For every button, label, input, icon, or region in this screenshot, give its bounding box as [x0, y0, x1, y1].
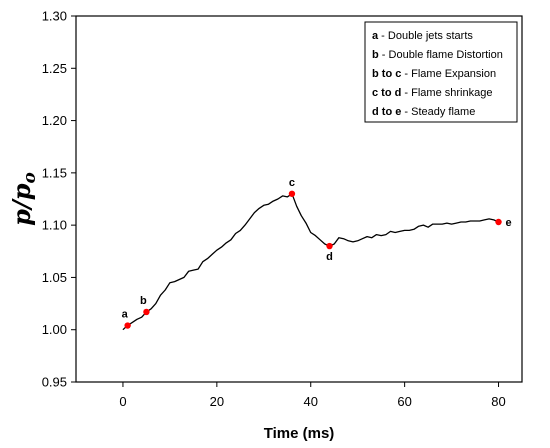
y-tick-label: 1.25: [42, 61, 67, 76]
legend-entry-text: - Double flame Distortion: [379, 49, 503, 61]
series-line: [122, 193, 499, 331]
x-axis-title: Time (ms): [264, 425, 335, 442]
point-e-marker: [495, 218, 502, 226]
legend-entry-text: - Flame Expansion: [401, 68, 496, 80]
point-e-label: e: [506, 217, 512, 229]
legend-entry-key: c to d: [372, 87, 401, 99]
x-tick-label: 60: [397, 394, 411, 409]
x-axis: 0 20 40 60 80: [119, 382, 506, 409]
legend-entry-key: b to c: [372, 68, 401, 80]
plot-frame: [75, 15, 523, 383]
series-layer: [122, 193, 499, 331]
y-tick-label: 1.05: [42, 270, 67, 285]
x-tick-label: 80: [491, 394, 505, 409]
point-b-marker: [143, 308, 150, 316]
x-tick-label: 20: [210, 394, 224, 409]
point-a-label: a: [122, 309, 129, 321]
y-tick-label: 1.00: [42, 322, 67, 337]
legend-entry-text: - Flame shrinkage: [401, 87, 492, 99]
legend-entry: c to d - Flame shrinkage: [372, 87, 492, 99]
legend-box: [364, 21, 518, 123]
y-tick-label: 1.10: [42, 218, 67, 233]
point-d-marker: [326, 242, 333, 250]
point-a-marker: [124, 322, 131, 329]
legend: a - Double jets starts b - Double flame D…: [364, 21, 518, 123]
y-axis-title: p/po: [7, 172, 40, 226]
labeled-points: ab c d e: [122, 177, 512, 329]
legend-entry-text: - Steady flame: [401, 106, 475, 118]
legend-entry: d to e - Steady flame: [372, 106, 475, 118]
point-d-label: d: [326, 251, 333, 263]
x-tick-label: 40: [304, 394, 318, 409]
point-c-label: c: [289, 177, 295, 189]
legend-entry-key: d to e: [372, 106, 401, 118]
point-b-label: b: [140, 295, 147, 307]
y-axis: 0.95 1.00 1.05 1.10 1.15 1.20 1.25 1.30: [42, 9, 76, 390]
y-tick-label: 0.95: [42, 375, 67, 390]
legend-entry: b - Double flame Distortion: [372, 49, 503, 61]
y-axis-title-subscript: o: [20, 172, 40, 183]
legend-entry-key: b: [372, 49, 379, 61]
point-c-marker: [288, 190, 296, 197]
y-axis-title-base: p/p: [7, 183, 36, 226]
legend-entry-key: a: [372, 30, 379, 42]
y-tick-label: 1.15: [42, 165, 67, 180]
legend-entry: b to c - Flame Expansion: [372, 68, 496, 80]
x-tick-label: 0: [119, 394, 126, 409]
legend-entry: a - Double jets starts: [372, 30, 473, 42]
y-tick-label: 1.30: [42, 9, 67, 24]
y-tick-label: 1.20: [42, 113, 67, 128]
legend-entry-text: - Double jets starts: [378, 30, 473, 42]
